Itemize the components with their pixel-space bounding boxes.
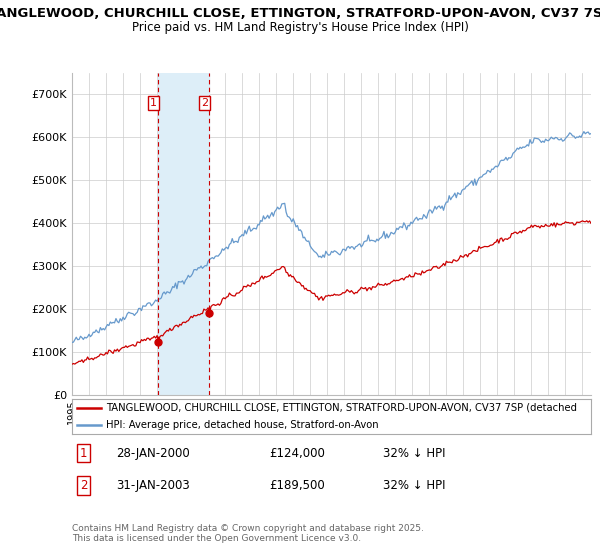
Bar <box>158 73 209 395</box>
Text: 32% ↓ HPI: 32% ↓ HPI <box>383 446 446 460</box>
Text: TANGLEWOOD, CHURCHILL CLOSE, ETTINGTON, STRATFORD-UPON-AVON, CV37 7SP: TANGLEWOOD, CHURCHILL CLOSE, ETTINGTON, … <box>0 7 600 20</box>
Text: £124,000: £124,000 <box>269 446 325 460</box>
Text: 2: 2 <box>80 479 87 492</box>
Text: £189,500: £189,500 <box>269 479 325 492</box>
Text: 1: 1 <box>149 98 157 108</box>
Text: 28-JAN-2000: 28-JAN-2000 <box>116 446 190 460</box>
Text: HPI: Average price, detached house, Stratford-on-Avon: HPI: Average price, detached house, Stra… <box>106 421 379 430</box>
Text: Price paid vs. HM Land Registry's House Price Index (HPI): Price paid vs. HM Land Registry's House … <box>131 21 469 34</box>
Text: 1: 1 <box>80 446 87 460</box>
Text: Contains HM Land Registry data © Crown copyright and database right 2025.
This d: Contains HM Land Registry data © Crown c… <box>72 524 424 543</box>
Text: 31-JAN-2003: 31-JAN-2003 <box>116 479 190 492</box>
Text: TANGLEWOOD, CHURCHILL CLOSE, ETTINGTON, STRATFORD-UPON-AVON, CV37 7SP (detached: TANGLEWOOD, CHURCHILL CLOSE, ETTINGTON, … <box>106 403 577 413</box>
Text: 2: 2 <box>200 98 208 108</box>
Text: 32% ↓ HPI: 32% ↓ HPI <box>383 479 446 492</box>
